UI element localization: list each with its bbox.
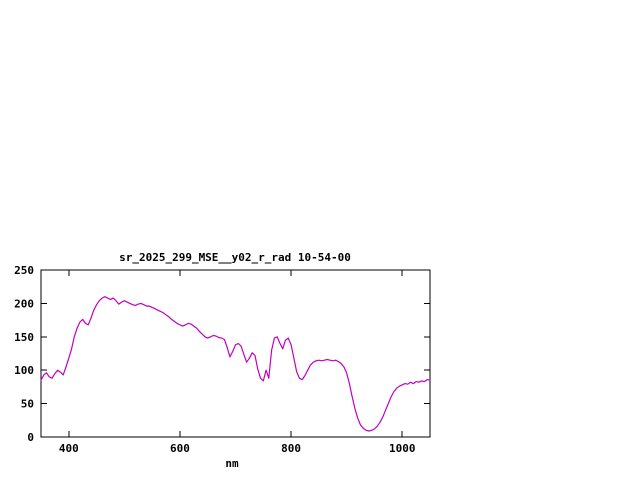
y-tick-label: 0 bbox=[27, 431, 34, 444]
y-tick-label: 100 bbox=[14, 364, 34, 377]
x-tick-label: 400 bbox=[59, 442, 79, 455]
x-axis-label: nm bbox=[225, 457, 239, 470]
y-tick-label: 250 bbox=[14, 264, 34, 277]
y-tick-label: 150 bbox=[14, 331, 34, 344]
plot-border bbox=[40, 269, 431, 438]
chart-title: sr_2025_299_MSE__y02_r_rad 10-54-00 bbox=[119, 251, 351, 264]
x-tick-label: 600 bbox=[170, 442, 190, 455]
y-tick-label: 200 bbox=[14, 297, 34, 310]
y-tick-label: 50 bbox=[21, 398, 34, 411]
plot-layer: 400 600 800 1000 0 50 100 150 200 250 bbox=[14, 264, 431, 455]
spectrum-line bbox=[40, 296, 431, 432]
x-tick-label: 1000 bbox=[389, 442, 416, 455]
x-tick-label: 800 bbox=[281, 442, 301, 455]
